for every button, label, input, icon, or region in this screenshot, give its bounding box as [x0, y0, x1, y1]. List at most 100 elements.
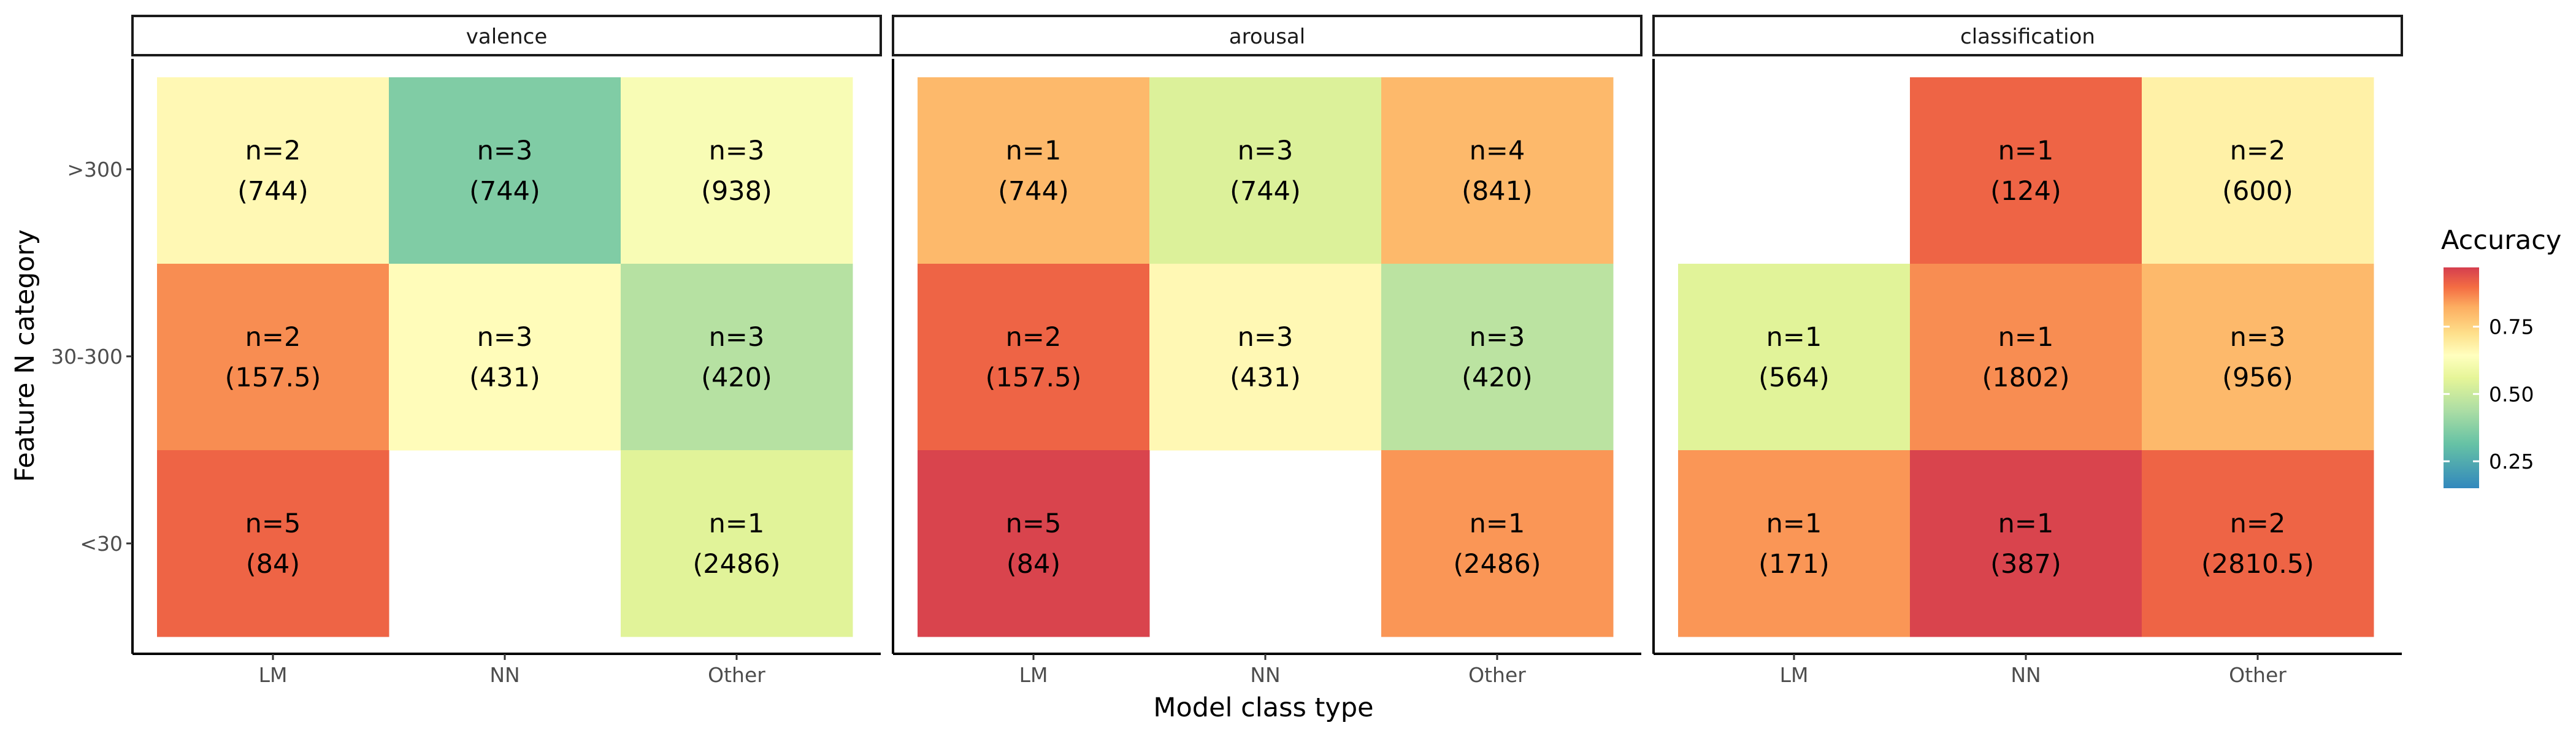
cell-median-label: (157.5) [225, 362, 321, 393]
cell-median-label: (1802) [1982, 362, 2070, 393]
cell-count-label: n=1 [1766, 322, 1822, 353]
cell-median-label: (744) [998, 176, 1069, 207]
cell-median-label: (420) [1462, 362, 1533, 393]
heatmap-cell [389, 77, 621, 264]
facet-strip [131, 15, 882, 56]
y-tick-label: >300 [67, 158, 123, 182]
y-ticks: >300 30-300 <30 [51, 158, 132, 556]
heatmap-cell [1678, 450, 1911, 637]
cell-median-label: (564) [1758, 362, 1830, 393]
cell-median-label: (171) [1758, 549, 1830, 580]
facet-strip [892, 15, 1643, 56]
cell-count-label: n=1 [1998, 322, 2054, 353]
x-axis-title: Model class type [1153, 692, 1373, 723]
cell-count-label: n=2 [2230, 136, 2286, 166]
heatmap-cell [621, 77, 853, 264]
cell-median-label: (157.5) [986, 362, 1082, 393]
heatmap-cell [621, 264, 853, 451]
facet-panel-valence: valence n=2 (744) n=3 (744) n=3 (938) n=2 (157.5… [131, 15, 882, 687]
heatmap-cell [157, 264, 389, 451]
heatmap-cell [918, 450, 1150, 637]
legend-colorbar [2444, 267, 2479, 488]
facet-strip-label: arousal [1229, 25, 1305, 49]
cell-median-label: (84) [1006, 549, 1060, 580]
cell-median-label: (84) [246, 549, 300, 580]
heatmap-cell [2142, 264, 2374, 451]
cell-count-label: n=3 [1470, 322, 1525, 353]
heatmap-cell [1910, 450, 2142, 637]
x-tick-label: LM [1780, 663, 1809, 687]
facet-panel-classification: classification n=1 (124) n=2 (600) n=1 (564) n=… [1652, 15, 2403, 687]
heatmap-cell [918, 77, 1150, 264]
y-tick-label: <30 [80, 532, 123, 556]
cell-count-label: n=3 [2230, 322, 2286, 353]
cell-median-label: (2486) [1454, 549, 1541, 580]
x-tick-label: NN [2011, 663, 2041, 687]
cell-median-label: (2810.5) [2201, 549, 2314, 580]
legend-tick-label: 0.50 [2489, 382, 2534, 406]
x-tick-label: LM [1019, 663, 1048, 687]
cell-count-label: n=5 [1006, 508, 1062, 539]
cell-median-label: (938) [701, 176, 772, 207]
x-tick-label: Other [1468, 663, 1526, 687]
cell-count-label: n=1 [709, 508, 765, 539]
heatmap-cell [918, 264, 1150, 451]
facet-panel-arousal: arousal n=1 (744) n=3 (744) n=4 (841) n=2 (157.5… [892, 15, 1643, 687]
cell-count-label: n=3 [709, 136, 765, 166]
cell-count-label: n=3 [477, 136, 533, 166]
legend: Accuracy 0.75 0.50 0.25 [2441, 225, 2561, 488]
y-axis-title: Feature N category [10, 229, 40, 482]
cell-count-label: n=2 [2230, 508, 2286, 539]
cell-median-label: (600) [2222, 176, 2293, 207]
legend-tick-label: 0.75 [2489, 315, 2534, 339]
y-tick-label: 30-300 [51, 345, 123, 369]
cell-count-label: n=3 [1238, 136, 1294, 166]
x-tick-label: Other [2229, 663, 2287, 687]
cell-median-label: (2486) [693, 549, 781, 580]
cell-count-label: n=2 [245, 136, 301, 166]
x-tick-label: LM [259, 663, 288, 687]
cell-count-label: n=2 [245, 322, 301, 353]
heatmap-cell [1910, 264, 2142, 451]
x-tick-label: Other [708, 663, 765, 687]
heatmap-cell [1381, 264, 1614, 451]
heatmap-cell [2142, 450, 2374, 637]
heatmap-cell [1381, 450, 1614, 637]
cell-median-label: (431) [1230, 362, 1301, 393]
cell-count-label: n=3 [477, 322, 533, 353]
heatmap-cell [1910, 77, 2142, 264]
cell-count-label: n=1 [1006, 136, 1062, 166]
x-tick-label: NN [489, 663, 519, 687]
cell-median-label: (744) [237, 176, 309, 207]
heatmap-cell [1149, 264, 1382, 451]
facet-strip-label: valence [466, 25, 547, 49]
heatmap-cell [1678, 264, 1911, 451]
heatmap-cell [1149, 77, 1382, 264]
facet-strip [1652, 15, 2403, 56]
cell-median-label: (744) [1230, 176, 1301, 207]
cell-median-label: (387) [1990, 549, 2061, 580]
cell-median-label: (956) [2222, 362, 2293, 393]
cell-count-label: n=1 [1998, 136, 2054, 166]
cell-count-label: n=3 [1238, 322, 1294, 353]
legend-ticks: 0.75 0.50 0.25 [2444, 315, 2534, 473]
heatmap-cell [1381, 77, 1614, 264]
x-tick-label: NN [1250, 663, 1280, 687]
cell-count-label: n=2 [1006, 322, 1062, 353]
heatmap-cell [621, 450, 853, 637]
cell-count-label: n=1 [1470, 508, 1525, 539]
cell-median-label: (420) [701, 362, 772, 393]
facet-strip-label: classification [1960, 25, 2095, 49]
heatmap-cell [157, 450, 389, 637]
heatmap-cell [2142, 77, 2374, 264]
cell-count-label: n=1 [1766, 508, 1822, 539]
cell-count-label: n=4 [1470, 136, 1525, 166]
heatmap-cell [157, 77, 389, 264]
heatmap-cell [389, 264, 621, 451]
cell-median-label: (841) [1462, 176, 1533, 207]
legend-tick-label: 0.25 [2489, 450, 2534, 473]
cell-count-label: n=3 [709, 322, 765, 353]
cell-count-label: n=1 [1998, 508, 2054, 539]
cell-count-label: n=5 [245, 508, 301, 539]
